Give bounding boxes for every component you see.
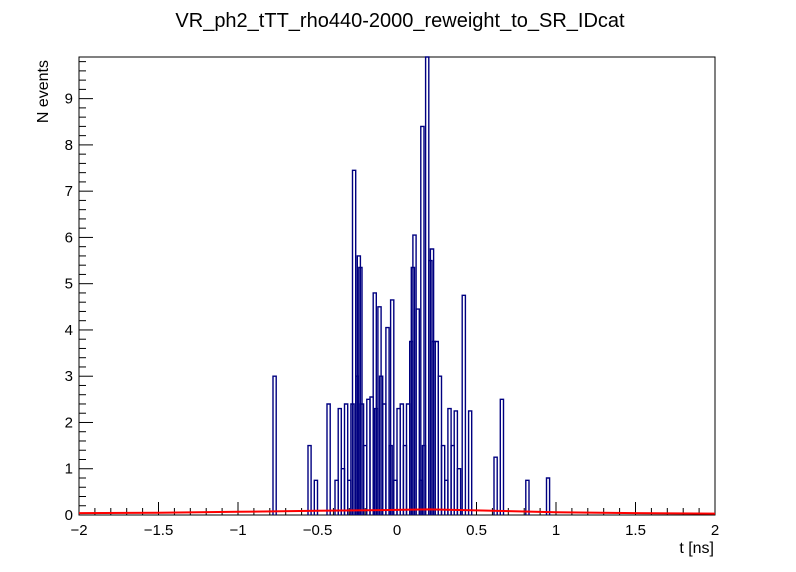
x-tick-label: 1.5 xyxy=(625,522,646,539)
histogram-bin xyxy=(461,294,467,515)
histogram-bin xyxy=(420,125,425,515)
y-tick-label: 9 xyxy=(65,91,73,108)
y-tick-label: 8 xyxy=(65,137,73,154)
y-axis: 0 1 2 3 4 5 6 7 8 9 xyxy=(65,61,93,524)
histogram-bin xyxy=(456,468,462,515)
x-tick-label: 0.5 xyxy=(466,522,487,539)
histogram-bin xyxy=(372,292,377,515)
histogram-bin xyxy=(545,477,551,515)
y-tick-label: 1 xyxy=(65,461,73,478)
x-axis-label: t [ns] xyxy=(679,540,714,557)
histogram-bin xyxy=(356,255,362,515)
x-tick-label: −0.5 xyxy=(303,522,333,539)
x-tick-label: 1 xyxy=(552,522,560,539)
histogram-bin xyxy=(385,326,390,515)
chart-title: VR_ph2_tTT_rho440-2000_reweight_to_SR_ID… xyxy=(175,10,625,32)
y-tick-label: 0 xyxy=(65,507,73,524)
histogram-bin xyxy=(467,410,473,515)
x-tick-label: 0 xyxy=(393,522,401,539)
y-tick-label: 2 xyxy=(65,414,73,431)
histogram-bin xyxy=(337,407,342,515)
histogram-bin xyxy=(307,444,312,515)
histogram-bin xyxy=(525,479,530,515)
x-tick-label: −1.5 xyxy=(144,522,174,539)
y-tick-label: 4 xyxy=(65,322,73,339)
histogram-bin xyxy=(493,456,498,515)
y-axis-label: N events xyxy=(35,60,52,123)
x-axis: −2 −1.5 −1 −0.5 0 0.5 1 1.5 2 xyxy=(70,502,719,539)
histogram-bin xyxy=(313,479,319,515)
x-tick-label: 2 xyxy=(711,522,719,539)
y-tick-label: 5 xyxy=(65,276,73,293)
histogram-bin xyxy=(272,375,277,515)
y-tick-label: 7 xyxy=(65,183,73,200)
histogram-bin xyxy=(415,308,420,515)
reference-line xyxy=(78,508,716,515)
histogram-bin xyxy=(358,266,363,515)
histogram-bin xyxy=(377,306,382,515)
series-layer xyxy=(78,56,716,515)
histogram-bin xyxy=(499,398,505,515)
histogram-bin xyxy=(326,403,331,515)
y-tick-label: 6 xyxy=(65,229,73,246)
histogram-bin xyxy=(429,248,435,515)
x-tick-label: −1 xyxy=(229,522,246,539)
histogram-bin xyxy=(343,403,349,515)
histogram-bin xyxy=(351,169,357,515)
y-tick-label: 3 xyxy=(65,368,73,385)
histogram-bin xyxy=(389,299,395,515)
histogram-bin xyxy=(453,410,459,515)
x-tick-label: −2 xyxy=(70,522,87,539)
